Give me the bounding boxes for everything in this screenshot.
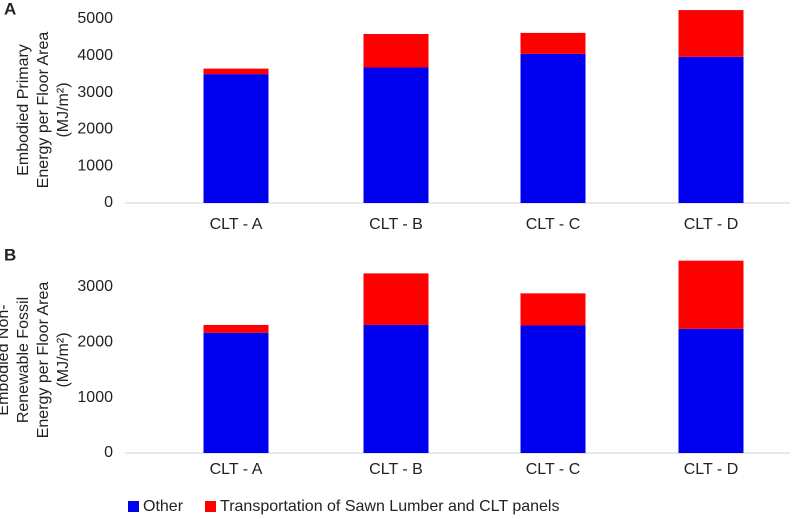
y-tick-label: 4000: [77, 47, 113, 64]
y-tick-label: 1000: [77, 157, 113, 174]
y-axis-label: (MJ/m²): [55, 332, 72, 387]
bar-segment: [203, 332, 269, 453]
legend-label: Other: [143, 498, 184, 515]
bar-segment: [363, 67, 429, 203]
legend-label: Transportation of Sawn Lumber and CLT pa…: [220, 498, 559, 515]
y-tick-label: 3000: [77, 84, 113, 101]
x-tick-label: CLT - C: [526, 216, 581, 233]
x-tick-label: CLT - A: [210, 461, 263, 478]
legend-swatch: [128, 501, 139, 512]
bar-segment: [203, 324, 269, 333]
bar-segment: [520, 325, 586, 453]
bar-segment: [520, 293, 586, 326]
x-tick-label: CLT - D: [684, 216, 739, 233]
panel-label: A: [4, 0, 16, 18]
x-tick-label: CLT - D: [684, 461, 739, 478]
y-tick-label: 0: [104, 194, 113, 211]
y-tick-label: 2000: [77, 121, 113, 138]
bar-segment: [203, 74, 269, 204]
y-tick-label: 3000: [77, 278, 113, 295]
bar-segment: [520, 32, 586, 54]
x-tick-label: CLT - B: [369, 216, 423, 233]
x-tick-label: CLT - A: [210, 216, 263, 233]
bar-segment: [363, 273, 429, 325]
y-axis-label: Embodied Non-: [0, 304, 12, 415]
bar-segment: [678, 260, 744, 329]
y-tick-label: 5000: [77, 10, 113, 27]
y-tick-label: 2000: [77, 333, 113, 350]
y-axis-label: Energy per Floor Area: [35, 282, 52, 439]
bar-segment: [203, 68, 269, 75]
bar-segment: [363, 324, 429, 453]
bar-segment: [678, 328, 744, 453]
x-tick-label: CLT - B: [369, 461, 423, 478]
y-axis-label: Renewable Fossil: [15, 297, 32, 423]
panel-label: B: [4, 245, 16, 264]
legend-swatch: [205, 501, 217, 512]
y-tick-label: 0: [104, 444, 113, 461]
y-axis-label: Energy per Floor Area: [35, 32, 52, 189]
bar-segment: [678, 56, 744, 203]
y-tick-label: 1000: [77, 389, 113, 406]
x-tick-label: CLT - C: [526, 461, 581, 478]
y-axis-label: (MJ/m²): [55, 82, 72, 137]
bar-segment: [363, 34, 429, 68]
bar-segment: [678, 10, 744, 57]
bar-segment: [520, 53, 586, 203]
y-axis-label: Embodied Primary: [15, 44, 32, 176]
